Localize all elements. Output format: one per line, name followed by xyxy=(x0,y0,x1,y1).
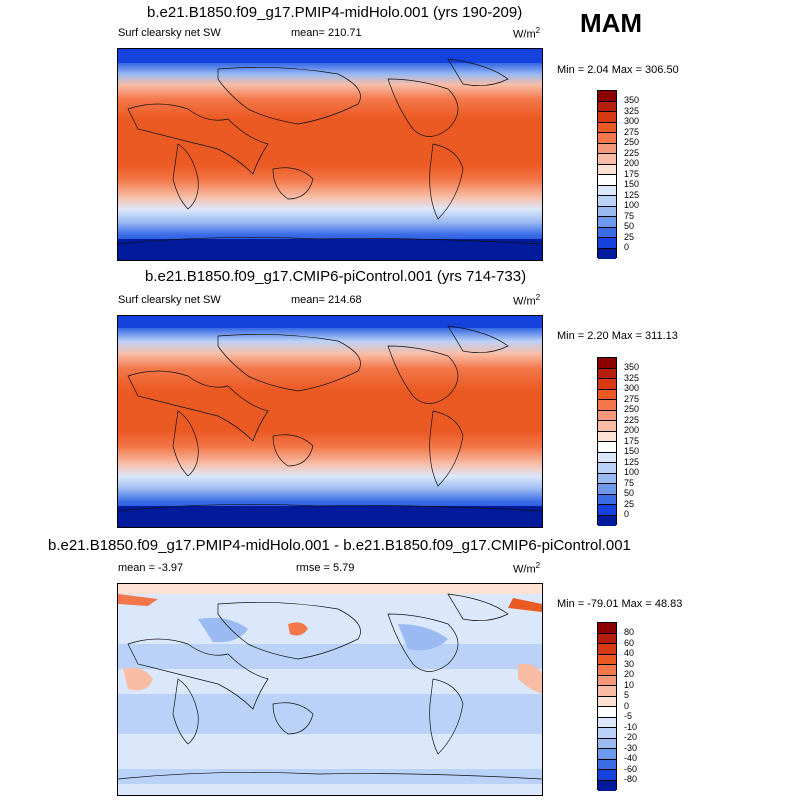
colorbar-tick-label: 25 xyxy=(624,231,635,242)
colorbar-tick-label: 225 xyxy=(624,414,640,425)
colorbar-tick-label: 75 xyxy=(624,210,635,221)
panel-1-title: b.e21.B1850.f09_g17.PMIP4-midHolo.001 (y… xyxy=(147,4,523,21)
colorbar-tick-label: 50 xyxy=(624,221,635,231)
colorbar-tick-label: 350 xyxy=(624,362,640,372)
colorbar-tick-label: 10 xyxy=(624,679,635,690)
colorbar-tick-label: 325 xyxy=(624,105,640,116)
colorbar-tick-label: 0 xyxy=(624,509,630,519)
colorbar-tick-label: 0 xyxy=(624,700,630,711)
panel-3-map xyxy=(117,583,543,796)
colorbar-tick-label: 275 xyxy=(624,126,640,137)
panel-3-map-graphic xyxy=(118,584,542,795)
panel-1-map xyxy=(117,48,543,261)
panel-2-minmax: Min = 2.20 Max = 311.13 xyxy=(557,330,678,342)
colorbar-tick-label: 75 xyxy=(624,477,635,488)
panel-2-map xyxy=(117,315,543,528)
panel-1-colorbar xyxy=(597,90,617,259)
colorbar-tick-label: 300 xyxy=(624,383,640,393)
panel-1-variable-label: Surf clearsky net SW xyxy=(118,27,221,39)
colorbar-tick-label: 125 xyxy=(624,189,640,200)
panel-1-units: W/m2 xyxy=(513,26,541,41)
panel-3-title: b.e21.B1850.f09_g17.PMIP4-midHolo.001 - … xyxy=(48,537,631,554)
colorbar-tick-label: 250 xyxy=(624,137,640,147)
colorbar-tick-label: 325 xyxy=(624,372,640,383)
colorbar-tick-label: 300 xyxy=(624,116,640,126)
panel-2-map-graphic xyxy=(118,316,542,527)
colorbar-tick-label: 200 xyxy=(624,158,640,168)
colorbar-tick-label: 350 xyxy=(624,95,640,105)
colorbar-tick-label: 150 xyxy=(624,179,640,189)
colorbar-tick-label: 40 xyxy=(624,648,635,658)
colorbar-tick-label: 25 xyxy=(624,498,635,509)
panel-1-minmax: Min = 2.04 Max = 306.50 xyxy=(557,64,679,76)
panel-3-rmse-label: rmse = 5.79 xyxy=(296,562,355,574)
colorbar-tick-label: -10 xyxy=(624,721,638,732)
colorbar-tick-label: 225 xyxy=(624,147,640,158)
colorbar-tick-label: -5 xyxy=(624,711,633,721)
colorbar-tick-label: -60 xyxy=(624,763,638,774)
panel-2-units: W/m2 xyxy=(513,293,541,308)
colorbar-tick-label: 200 xyxy=(624,425,640,435)
panel-3-colorbar xyxy=(597,622,617,791)
colorbar-tick-label: -40 xyxy=(624,753,638,763)
colorbar-tick-label: -30 xyxy=(624,742,638,753)
colorbar-tick-label: 125 xyxy=(624,456,640,467)
panel-2-title: b.e21.B1850.f09_g17.CMIP6-piControl.001 … xyxy=(145,268,527,285)
colorbar-tick-label: 150 xyxy=(624,446,640,456)
colorbar-tick-label: 60 xyxy=(624,637,635,648)
colorbar-tick-label: 100 xyxy=(624,200,640,210)
colorbar-tick-label: 80 xyxy=(624,627,635,637)
panel-2-variable-label: Surf clearsky net SW xyxy=(118,294,221,306)
panel-2-colorbar xyxy=(597,357,617,526)
season-label: MAM xyxy=(580,8,643,38)
colorbar-tick-label: -20 xyxy=(624,732,638,742)
colorbar-tick-label: 175 xyxy=(624,435,640,446)
panel-1-map-graphic xyxy=(118,49,542,260)
colorbar-tick-label: -80 xyxy=(624,774,638,784)
colorbar-tick-label: 250 xyxy=(624,404,640,414)
colorbar-tick-label: 5 xyxy=(624,690,630,700)
panel-3-mean-label: mean = -3.97 xyxy=(118,562,184,574)
colorbar-tick-label: 30 xyxy=(624,658,635,669)
panel-3-minmax: Min = -79.01 Max = 48.83 xyxy=(557,598,683,610)
panel-2-mean-label: mean= 214.68 xyxy=(291,294,362,306)
colorbar-tick-label: 275 xyxy=(624,393,640,404)
colorbar-tick-label: 100 xyxy=(624,467,640,477)
colorbar-tick-label: 0 xyxy=(624,242,630,252)
panel-3-units: W/m2 xyxy=(513,561,541,576)
panel-1-mean-label: mean= 210.71 xyxy=(291,27,362,39)
colorbar-tick-label: 20 xyxy=(624,669,635,679)
colorbar-tick-label: 175 xyxy=(624,168,640,179)
colorbar-tick-label: 50 xyxy=(624,488,635,498)
